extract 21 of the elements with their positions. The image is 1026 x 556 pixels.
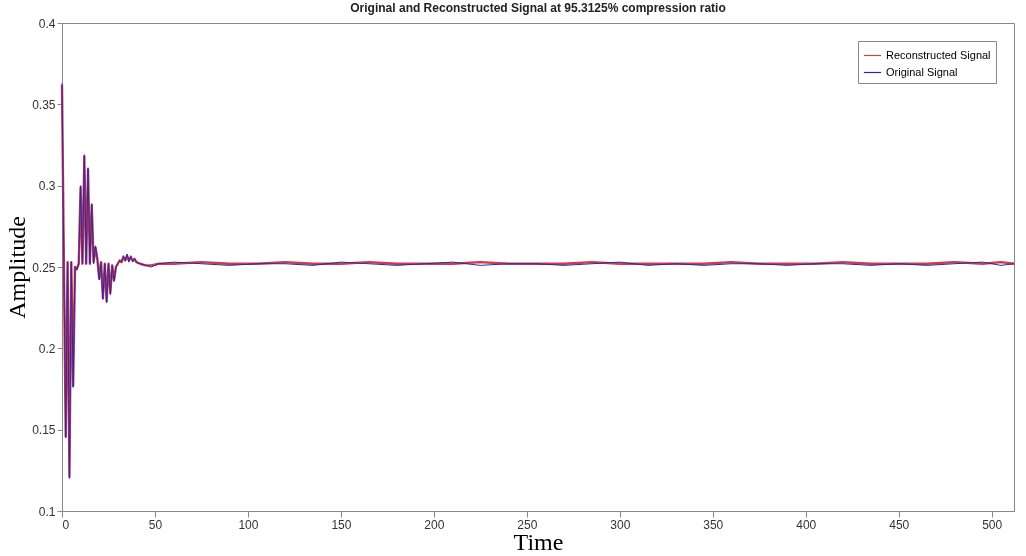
x-tick-label: 500 (982, 517, 1003, 532)
x-tick-label: 400 (796, 517, 817, 532)
x-tick-label: 350 (703, 517, 724, 532)
chart-title: Original and Reconstructed Signal at 95.3125% compression ratio (350, 1, 726, 15)
y-tick-label: 0.25 (32, 260, 56, 275)
x-tick-label: 450 (889, 517, 910, 532)
y-tick-label: 0.4 (38, 16, 56, 31)
legend-label: Reconstructed Signal (886, 48, 991, 61)
x-tick-label: 50 (148, 517, 163, 532)
y-tick-label: 0.1 (38, 504, 56, 519)
x-tick-label: 200 (424, 517, 445, 532)
y-tick-label: 0.3 (38, 179, 56, 194)
y-tick-label: 0.15 (32, 423, 56, 438)
y-tick-label: 0.35 (32, 97, 56, 112)
y-tick-label: 0.2 (38, 341, 56, 356)
x-tick-label: 300 (610, 517, 631, 532)
y-axis-title: Amplitude (4, 216, 31, 319)
x-tick-label: 0 (62, 517, 70, 532)
legend-label: Original Signal (886, 65, 958, 78)
x-tick-label: 100 (238, 517, 259, 532)
x-tick-label: 150 (331, 517, 352, 532)
